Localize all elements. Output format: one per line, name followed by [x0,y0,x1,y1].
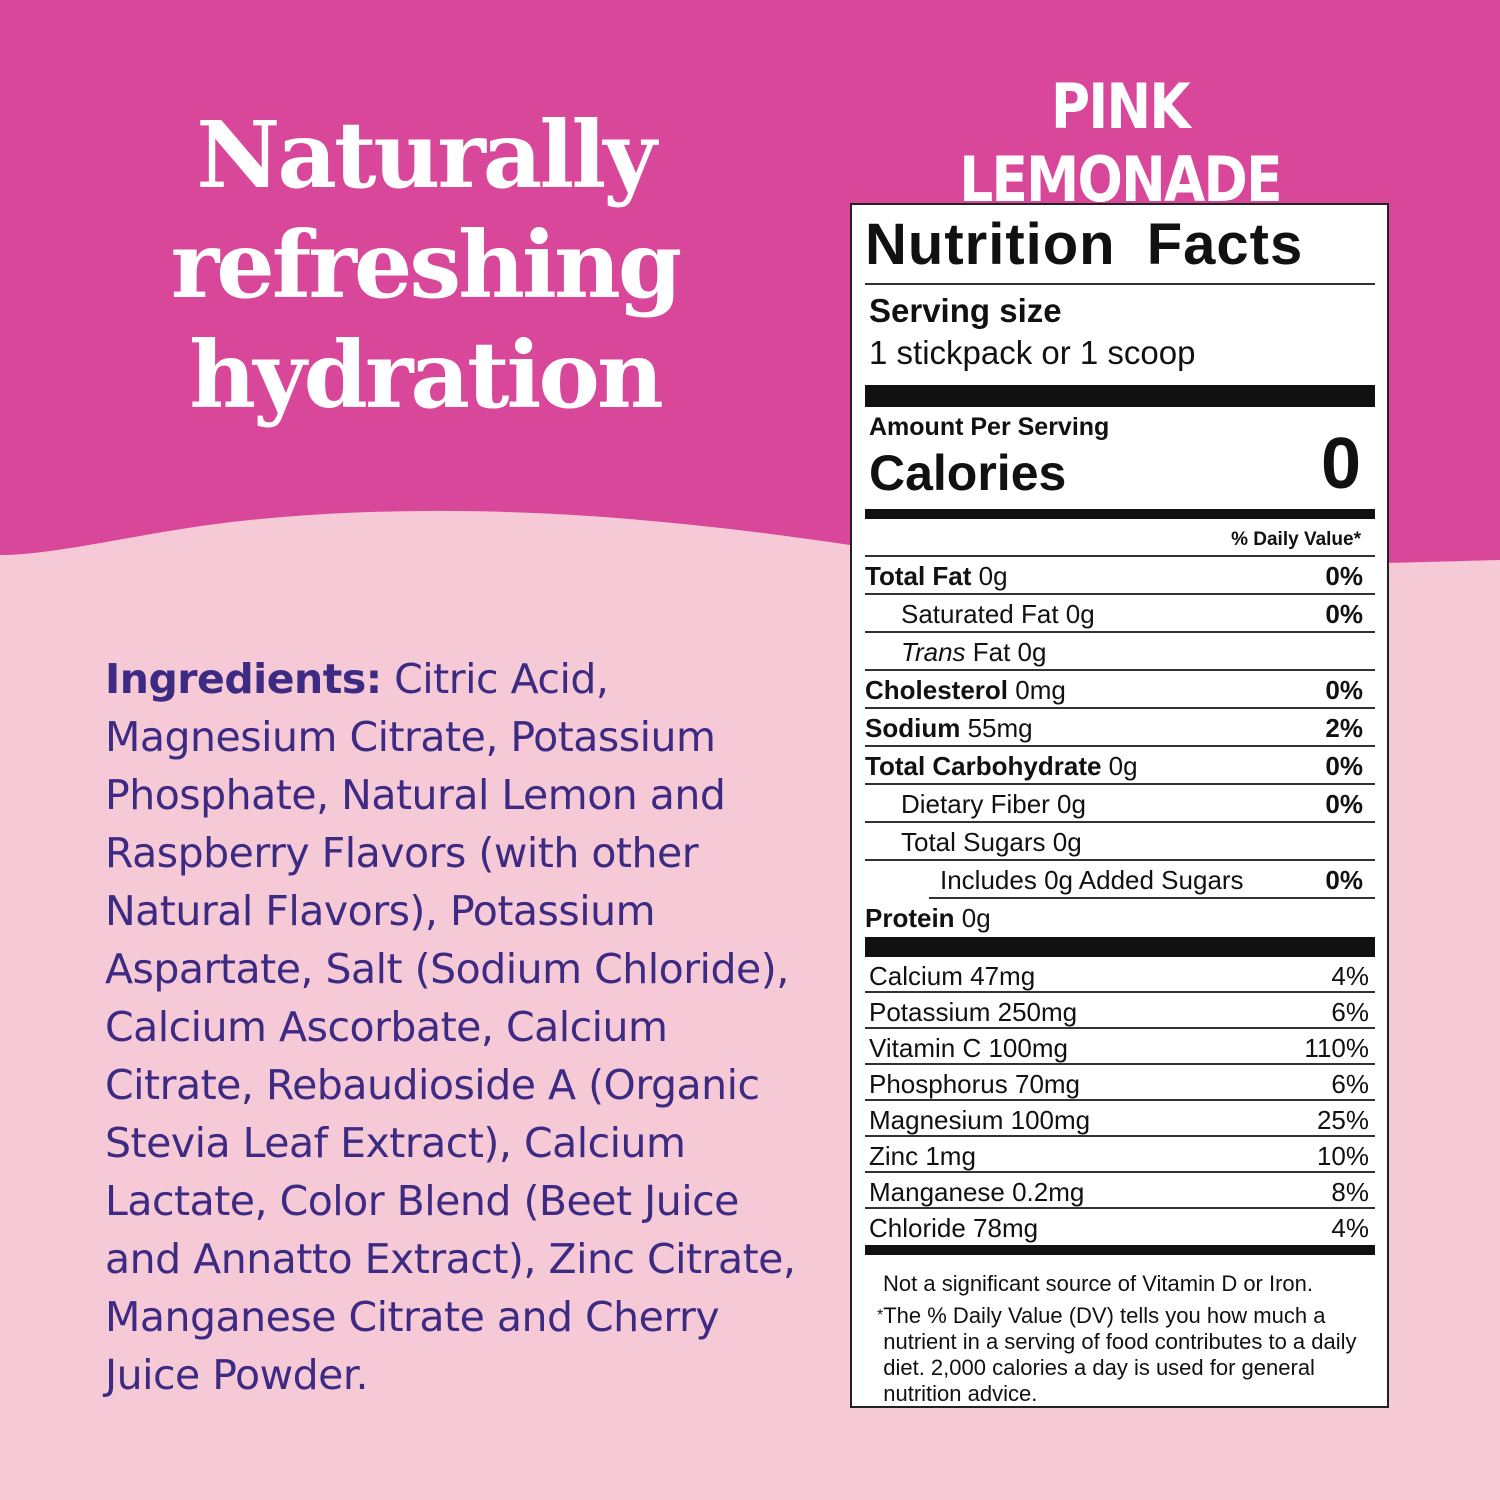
vitamin-name: Manganese 0.2mg [869,1177,1085,1207]
headline-line: refreshing [170,211,682,319]
vitamin-dv: 10% [1316,1141,1369,1171]
vitamin-dv: 110% [1304,1033,1369,1063]
nutrient-row: Total Carbohydrate 0g 0% [865,747,1375,785]
nutrient-dv: 0% [1325,751,1363,781]
nutrient-dv: 0% [1325,599,1363,629]
vitamin-name: Vitamin C 100mg [869,1033,1068,1063]
footnote-mark: * [877,1307,884,1324]
vitamin-dv: 8% [1331,1177,1369,1207]
nutrient-row: Total Sugars 0g [865,823,1375,861]
vitamin-dv: 4% [1331,961,1369,991]
divider-medium [865,509,1375,519]
ingredients: Ingredients: Citric Acid, Magnesium Citr… [105,650,805,1404]
daily-value-header: % Daily Value* [865,519,1375,557]
nutrient-amount: 0g [1101,751,1138,781]
label-title: Nutrition Facts [865,205,1375,285]
flavor-name: PINK LEMONADE [959,70,1282,216]
nutrient-amount: Dietary Fiber 0g [901,789,1086,819]
nutrient-amount: 0mg [1008,675,1066,705]
vitamin-name: Calcium 47mg [869,961,1036,991]
vitamin-dv: 4% [1331,1213,1369,1243]
nutrient-dv: 0% [1325,789,1363,819]
vitamin-name: Magnesium 100mg [869,1105,1091,1135]
vitamin-row: Zinc 1mg 10% [865,1137,1375,1173]
nutrient-amount: Saturated Fat 0g [901,599,1095,629]
nutrient-row: Sodium 55mg 2% [865,709,1375,747]
nutrient-label: Sodium 55mg [865,709,1033,745]
nutrient-row: Saturated Fat 0g 0% [865,595,1375,633]
vitamin-row: Manganese 0.2mg 8% [865,1173,1375,1209]
serving-size: Serving size 1 stickpack or 1 scoop [865,285,1375,385]
nutrient-label: Total Fat 0g [865,557,1008,593]
headline: Naturally refreshing hydration [120,100,730,430]
nutrient-row: Dietary Fiber 0g 0% [865,785,1375,823]
nutrient-row: Total Fat 0g 0% [865,557,1375,595]
nutrient-name-bold: Total Fat [865,561,972,591]
footnotes: Not a significant source of Vitamin D or… [865,1255,1375,1407]
nutrient-label: Saturated Fat 0g [865,595,1095,631]
calories-label: Calories [869,445,1067,501]
nutrient-name-bold: Sodium [865,713,961,743]
nutrient-amount: Total Sugars 0g [901,827,1082,857]
vitamin-row: Magnesium 100mg 25% [865,1101,1375,1137]
vitamin-name: Chloride 78mg [869,1213,1039,1243]
nutrient-label: Includes 0g Added Sugars [929,861,1244,897]
nutrient-label: Trans Fat 0g [865,633,1046,669]
vitamin-row: Vitamin C 100mg 110% [865,1029,1375,1065]
nutrient-label: Protein 0g [865,899,991,937]
vitamin-name: Potassium 250mg [869,997,1078,1027]
nutrient-label: Cholesterol 0mg [865,671,1066,707]
vitamin-row: Phosphorus 70mg 6% [865,1065,1375,1101]
calories-section: Amount Per Serving Calories 0 [865,407,1375,509]
nutrient-name-bold: Protein [865,903,955,933]
vitamin-row: Chloride 78mg 4% [865,1209,1375,1245]
vitamin-name: Zinc 1mg [869,1141,976,1171]
nutrient-dv: 2% [1325,713,1363,743]
nutrient-label: Total Carbohydrate 0g [865,747,1138,783]
nutrient-name-italic: Trans [901,637,966,667]
nutrient-dv: 0% [1325,675,1363,705]
nutrient-row: Includes 0g Added Sugars 0% [929,861,1375,899]
nutrient-amount: Includes 0g Added Sugars [940,865,1244,895]
nutrient-list: Total Fat 0g 0% Saturated Fat 0g 0% Trans Fa… [865,557,1375,937]
vitamin-row: Potassium 250mg 6% [865,993,1375,1029]
nutrient-dv: 0% [1325,561,1363,591]
nutrient-name-bold: Total Carbohydrate [865,751,1102,781]
nutrient-row: Trans Fat 0g [865,633,1375,671]
nutrient-name-bold: Cholesterol [865,675,1009,705]
divider-thick [865,937,1375,957]
divider-medium [865,1245,1375,1255]
vitamin-list: Calcium 47mg 4% Potassium 250mg 6% Vitamin C… [865,957,1375,1245]
vitamin-dv: 6% [1331,1069,1369,1099]
nutrient-label: Dietary Fiber 0g [865,785,1086,821]
ingredients-label: Ingredients: [105,655,382,703]
serving-value: 1 stickpack or 1 scoop [869,334,1196,371]
amount-per-serving: Amount Per Serving [869,413,1110,441]
nutrient-row: Protein 0g [865,899,1375,937]
headline-line: Naturally [196,101,657,209]
nutrition-facts-label: Nutrition Facts Serving size 1 stickpack… [850,203,1389,1408]
vitamin-dv: 6% [1331,997,1369,1027]
nutrient-amount: 0g [954,903,991,933]
not-significant-note: Not a significant source of Vitamin D or… [883,1271,1314,1296]
nutrient-amount: Fat 0g [965,637,1047,667]
calories-value: 0 [1320,424,1361,504]
nutrient-amount: 55mg [960,713,1033,743]
nutrient-row: Cholesterol 0mg 0% [865,671,1375,709]
ingredients-text: Citric Acid, Magnesium Citrate, Potassiu… [105,655,796,1399]
nutrient-amount: 0g [971,561,1008,591]
nutrient-label: Total Sugars 0g [865,823,1082,859]
vitamin-name: Phosphorus 70mg [869,1069,1081,1099]
nutrient-dv: 0% [1325,865,1363,895]
headline-line: hydration [189,321,663,429]
serving-heading: Serving size [869,292,1062,329]
footnote-text: The % Daily Value (DV) tells you how muc… [883,1303,1357,1406]
vitamin-dv: 25% [1316,1105,1369,1135]
divider-thick [865,385,1375,407]
vitamin-row: Calcium 47mg 4% [865,957,1375,993]
